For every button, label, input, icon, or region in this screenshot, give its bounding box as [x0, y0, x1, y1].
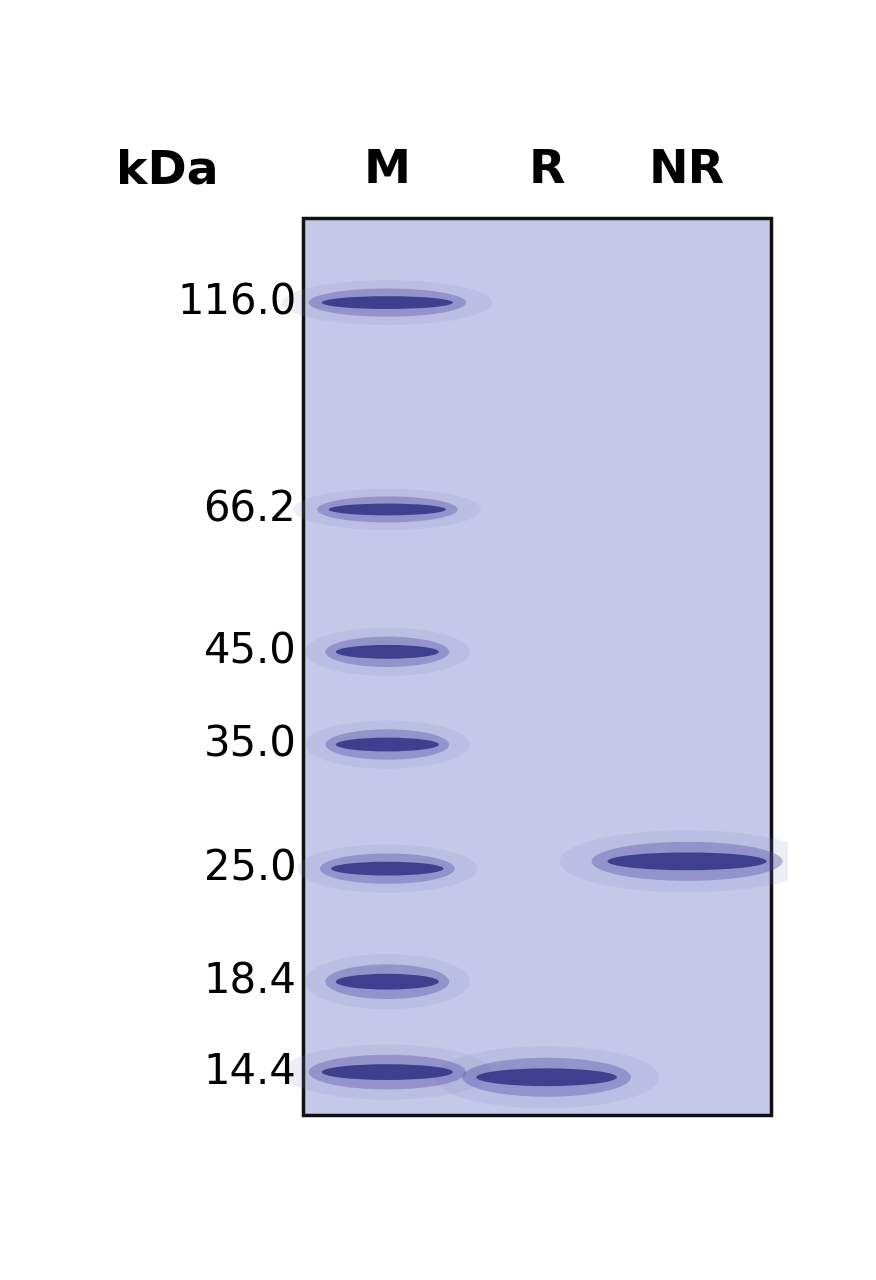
Text: 14.4: 14.4	[203, 1051, 296, 1093]
Ellipse shape	[463, 1057, 631, 1097]
Ellipse shape	[326, 730, 449, 760]
Ellipse shape	[321, 296, 453, 308]
Ellipse shape	[477, 1069, 617, 1087]
Ellipse shape	[282, 280, 492, 325]
Text: R: R	[528, 148, 565, 193]
Ellipse shape	[305, 721, 470, 769]
Ellipse shape	[317, 497, 457, 522]
Ellipse shape	[308, 288, 466, 316]
Ellipse shape	[336, 974, 439, 989]
Ellipse shape	[308, 1055, 466, 1089]
Text: kDa: kDa	[117, 148, 219, 193]
Ellipse shape	[320, 854, 455, 883]
Text: 45.0: 45.0	[203, 631, 296, 673]
Ellipse shape	[282, 1044, 492, 1100]
Ellipse shape	[328, 503, 446, 516]
Text: 116.0: 116.0	[177, 282, 296, 324]
Text: 66.2: 66.2	[203, 489, 296, 530]
Ellipse shape	[434, 1046, 659, 1108]
Ellipse shape	[591, 842, 782, 881]
Text: M: M	[364, 148, 411, 193]
Ellipse shape	[297, 845, 477, 892]
Ellipse shape	[293, 489, 481, 530]
Ellipse shape	[305, 954, 470, 1010]
Text: 25.0: 25.0	[203, 847, 296, 890]
Ellipse shape	[336, 645, 439, 659]
Ellipse shape	[305, 627, 470, 676]
Ellipse shape	[560, 831, 815, 892]
Ellipse shape	[331, 861, 443, 876]
Text: 35.0: 35.0	[203, 723, 296, 765]
Text: NR: NR	[649, 148, 725, 193]
Ellipse shape	[326, 964, 449, 998]
Ellipse shape	[336, 737, 439, 751]
Ellipse shape	[607, 852, 766, 870]
Ellipse shape	[321, 1064, 453, 1080]
Ellipse shape	[326, 636, 449, 667]
Bar	[303, 218, 772, 1115]
Text: 18.4: 18.4	[203, 961, 296, 1002]
